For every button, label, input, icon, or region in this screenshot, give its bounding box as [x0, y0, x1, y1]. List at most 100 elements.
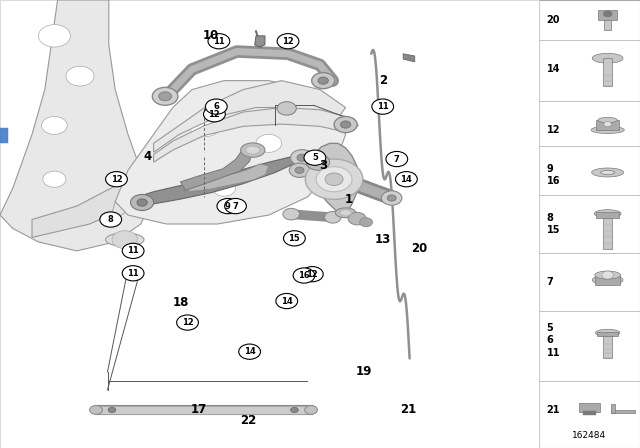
Polygon shape [184, 164, 269, 192]
Bar [604, 20, 611, 30]
Circle shape [305, 159, 363, 199]
Circle shape [277, 102, 296, 115]
Ellipse shape [106, 233, 144, 246]
Text: 14: 14 [401, 175, 412, 184]
Circle shape [360, 218, 372, 227]
Text: 162484: 162484 [572, 431, 607, 440]
Ellipse shape [595, 271, 620, 279]
Text: 3: 3 [319, 159, 327, 172]
Bar [598, 10, 617, 20]
Circle shape [372, 99, 394, 114]
Bar [595, 275, 620, 285]
Circle shape [324, 211, 341, 223]
Circle shape [122, 266, 144, 281]
Ellipse shape [305, 405, 317, 414]
Circle shape [208, 34, 230, 49]
Ellipse shape [591, 126, 624, 134]
Circle shape [312, 158, 324, 167]
Text: 16: 16 [298, 271, 310, 280]
Circle shape [106, 172, 127, 187]
Polygon shape [403, 54, 415, 62]
Ellipse shape [592, 53, 623, 63]
Circle shape [381, 191, 402, 205]
Ellipse shape [90, 405, 102, 414]
Text: 11: 11 [127, 269, 139, 278]
Bar [611, 410, 635, 413]
Bar [583, 411, 596, 415]
Text: 10: 10 [203, 29, 220, 43]
Circle shape [277, 34, 299, 49]
Polygon shape [0, 0, 154, 251]
Circle shape [225, 198, 246, 214]
Text: 1: 1 [345, 193, 353, 206]
Circle shape [325, 173, 343, 185]
Bar [0, 128, 8, 143]
Bar [603, 58, 612, 86]
Text: 12: 12 [111, 175, 122, 184]
Polygon shape [109, 125, 333, 224]
Text: 2: 2 [379, 74, 387, 87]
Polygon shape [255, 36, 265, 47]
Text: 9: 9 [225, 202, 230, 211]
Circle shape [386, 151, 408, 167]
Polygon shape [310, 143, 358, 215]
Circle shape [42, 116, 67, 134]
Text: 12: 12 [282, 37, 294, 46]
Circle shape [204, 107, 225, 122]
Text: 13: 13 [374, 233, 391, 246]
Bar [579, 403, 600, 412]
Ellipse shape [591, 168, 623, 177]
Circle shape [212, 180, 236, 196]
Circle shape [112, 231, 138, 249]
Text: 11: 11 [377, 102, 388, 111]
Bar [611, 404, 614, 413]
Circle shape [131, 194, 154, 211]
Text: 18: 18 [173, 296, 189, 309]
Circle shape [295, 167, 304, 173]
Circle shape [602, 271, 613, 279]
Circle shape [348, 212, 366, 225]
Text: 11: 11 [127, 246, 139, 255]
Text: 21: 21 [400, 403, 417, 417]
Text: 5: 5 [312, 153, 318, 162]
Text: 14: 14 [547, 65, 560, 74]
Polygon shape [154, 81, 346, 152]
Text: 22: 22 [240, 414, 257, 427]
Ellipse shape [592, 275, 623, 285]
Text: 5
6
11: 5 6 11 [547, 323, 560, 358]
Ellipse shape [340, 210, 351, 216]
Circle shape [334, 116, 357, 133]
Circle shape [43, 171, 66, 187]
Text: 7: 7 [394, 155, 399, 164]
Text: 6: 6 [213, 102, 220, 111]
Circle shape [312, 73, 335, 89]
Text: 14: 14 [281, 297, 292, 306]
Text: 8: 8 [108, 215, 113, 224]
Text: 12: 12 [209, 110, 220, 119]
Text: 20: 20 [411, 242, 428, 255]
Circle shape [66, 66, 94, 86]
Bar [603, 336, 612, 358]
Bar [96, 406, 311, 414]
Text: 4: 4 [143, 150, 151, 164]
Text: 11: 11 [213, 37, 225, 46]
Polygon shape [154, 108, 358, 162]
Circle shape [293, 268, 315, 283]
Circle shape [307, 154, 330, 170]
Ellipse shape [246, 146, 260, 154]
Circle shape [137, 199, 147, 206]
Circle shape [304, 150, 326, 165]
Circle shape [122, 243, 144, 258]
Circle shape [152, 87, 178, 105]
Text: 9
16: 9 16 [547, 164, 560, 186]
Circle shape [217, 198, 239, 214]
Polygon shape [115, 81, 346, 224]
Text: 7: 7 [233, 202, 238, 211]
Circle shape [301, 267, 323, 282]
Circle shape [38, 25, 70, 47]
Ellipse shape [241, 143, 265, 157]
Text: 19: 19 [355, 365, 372, 379]
Polygon shape [32, 108, 269, 237]
Circle shape [256, 134, 282, 152]
Circle shape [177, 315, 198, 330]
